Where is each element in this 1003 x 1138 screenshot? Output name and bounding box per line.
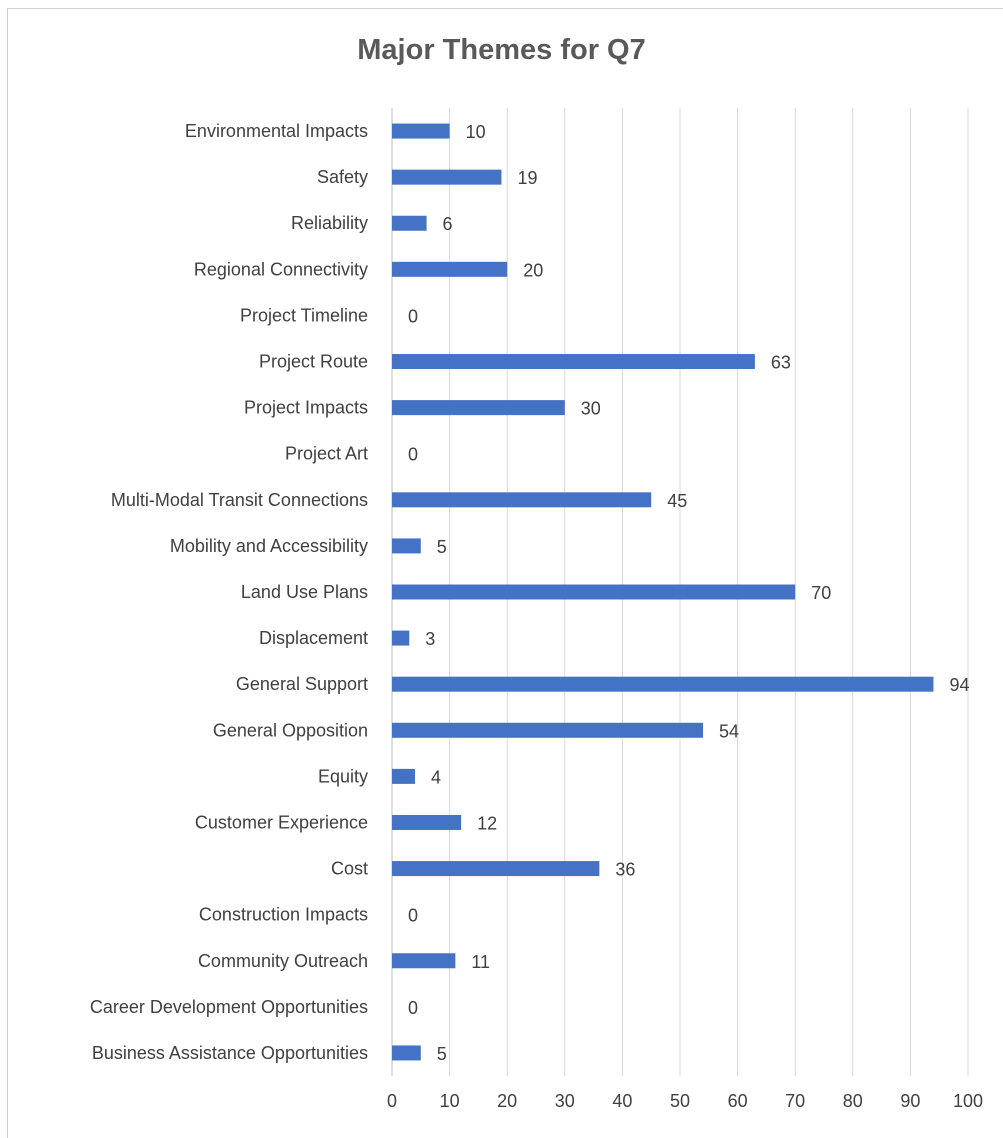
bar xyxy=(392,123,450,139)
x-tick-label: 90 xyxy=(900,1091,920,1111)
bar xyxy=(392,953,456,969)
data-label: 11 xyxy=(471,952,490,972)
data-label: 12 xyxy=(477,813,497,833)
chart-frame xyxy=(7,8,1003,1138)
bar xyxy=(392,814,462,830)
category-label: Regional Connectivity xyxy=(194,259,368,279)
data-label: 0 xyxy=(408,445,418,465)
data-label: 5 xyxy=(437,1044,447,1064)
category-label: General Support xyxy=(236,674,368,694)
bar xyxy=(392,169,502,185)
category-label: Project Timeline xyxy=(240,305,368,325)
category-label: Community Outreach xyxy=(198,951,368,971)
category-label: Safety xyxy=(317,167,368,187)
bar xyxy=(392,768,416,784)
category-label: Mobility and Accessibility xyxy=(170,536,368,556)
x-tick-label: 10 xyxy=(440,1091,460,1111)
category-label: Multi-Modal Transit Connections xyxy=(111,490,368,510)
category-label: Customer Experience xyxy=(195,812,368,832)
category-label: Business Assistance Opportunities xyxy=(92,1043,368,1063)
data-label: 0 xyxy=(408,998,418,1018)
bar xyxy=(392,722,704,738)
category-label: Construction Impacts xyxy=(199,905,368,925)
data-label: 63 xyxy=(771,353,791,373)
bar xyxy=(392,400,565,416)
x-tick-label: 40 xyxy=(612,1091,632,1111)
category-label: Reliability xyxy=(291,213,368,233)
data-label: 20 xyxy=(523,260,543,280)
bar xyxy=(392,861,600,877)
category-label: General Opposition xyxy=(213,720,368,740)
category-label: Career Development Opportunities xyxy=(90,997,368,1017)
bar xyxy=(392,538,421,554)
data-label: 70 xyxy=(811,583,831,603)
category-label: Equity xyxy=(318,766,368,786)
data-label: 36 xyxy=(615,860,635,880)
data-label: 0 xyxy=(408,306,418,326)
bar xyxy=(392,492,652,508)
bar xyxy=(392,584,796,600)
category-label: Project Route xyxy=(259,352,368,372)
x-tick-label: 80 xyxy=(843,1091,863,1111)
data-label: 10 xyxy=(466,122,486,142)
bar xyxy=(392,1045,421,1061)
data-label: 4 xyxy=(431,767,441,787)
data-label: 6 xyxy=(443,214,453,234)
category-label: Project Art xyxy=(285,444,368,464)
data-label: 0 xyxy=(408,906,418,926)
x-tick-label: 60 xyxy=(728,1091,748,1111)
x-tick-label: 100 xyxy=(953,1091,983,1111)
bar xyxy=(392,215,427,231)
data-label: 3 xyxy=(425,629,435,649)
x-tick-label: 30 xyxy=(555,1091,575,1111)
bar xyxy=(392,261,508,277)
data-label: 45 xyxy=(667,491,687,511)
x-tick-label: 20 xyxy=(497,1091,517,1111)
data-label: 30 xyxy=(581,399,601,419)
category-label: Project Impacts xyxy=(244,398,368,418)
data-label: 54 xyxy=(719,721,739,741)
x-tick-label: 70 xyxy=(785,1091,805,1111)
bar xyxy=(392,630,410,646)
category-label: Environmental Impacts xyxy=(185,121,368,141)
data-label: 94 xyxy=(949,675,969,695)
data-label: 19 xyxy=(517,168,537,188)
bar xyxy=(392,676,934,692)
category-label: Cost xyxy=(331,859,368,879)
x-tick-label: 50 xyxy=(670,1091,690,1111)
category-label: Land Use Plans xyxy=(241,582,368,602)
category-label: Displacement xyxy=(259,628,368,648)
data-label: 5 xyxy=(437,537,447,557)
chart-title: Major Themes for Q7 xyxy=(357,34,646,66)
x-tick-label: 0 xyxy=(387,1091,397,1111)
bar xyxy=(392,354,755,370)
